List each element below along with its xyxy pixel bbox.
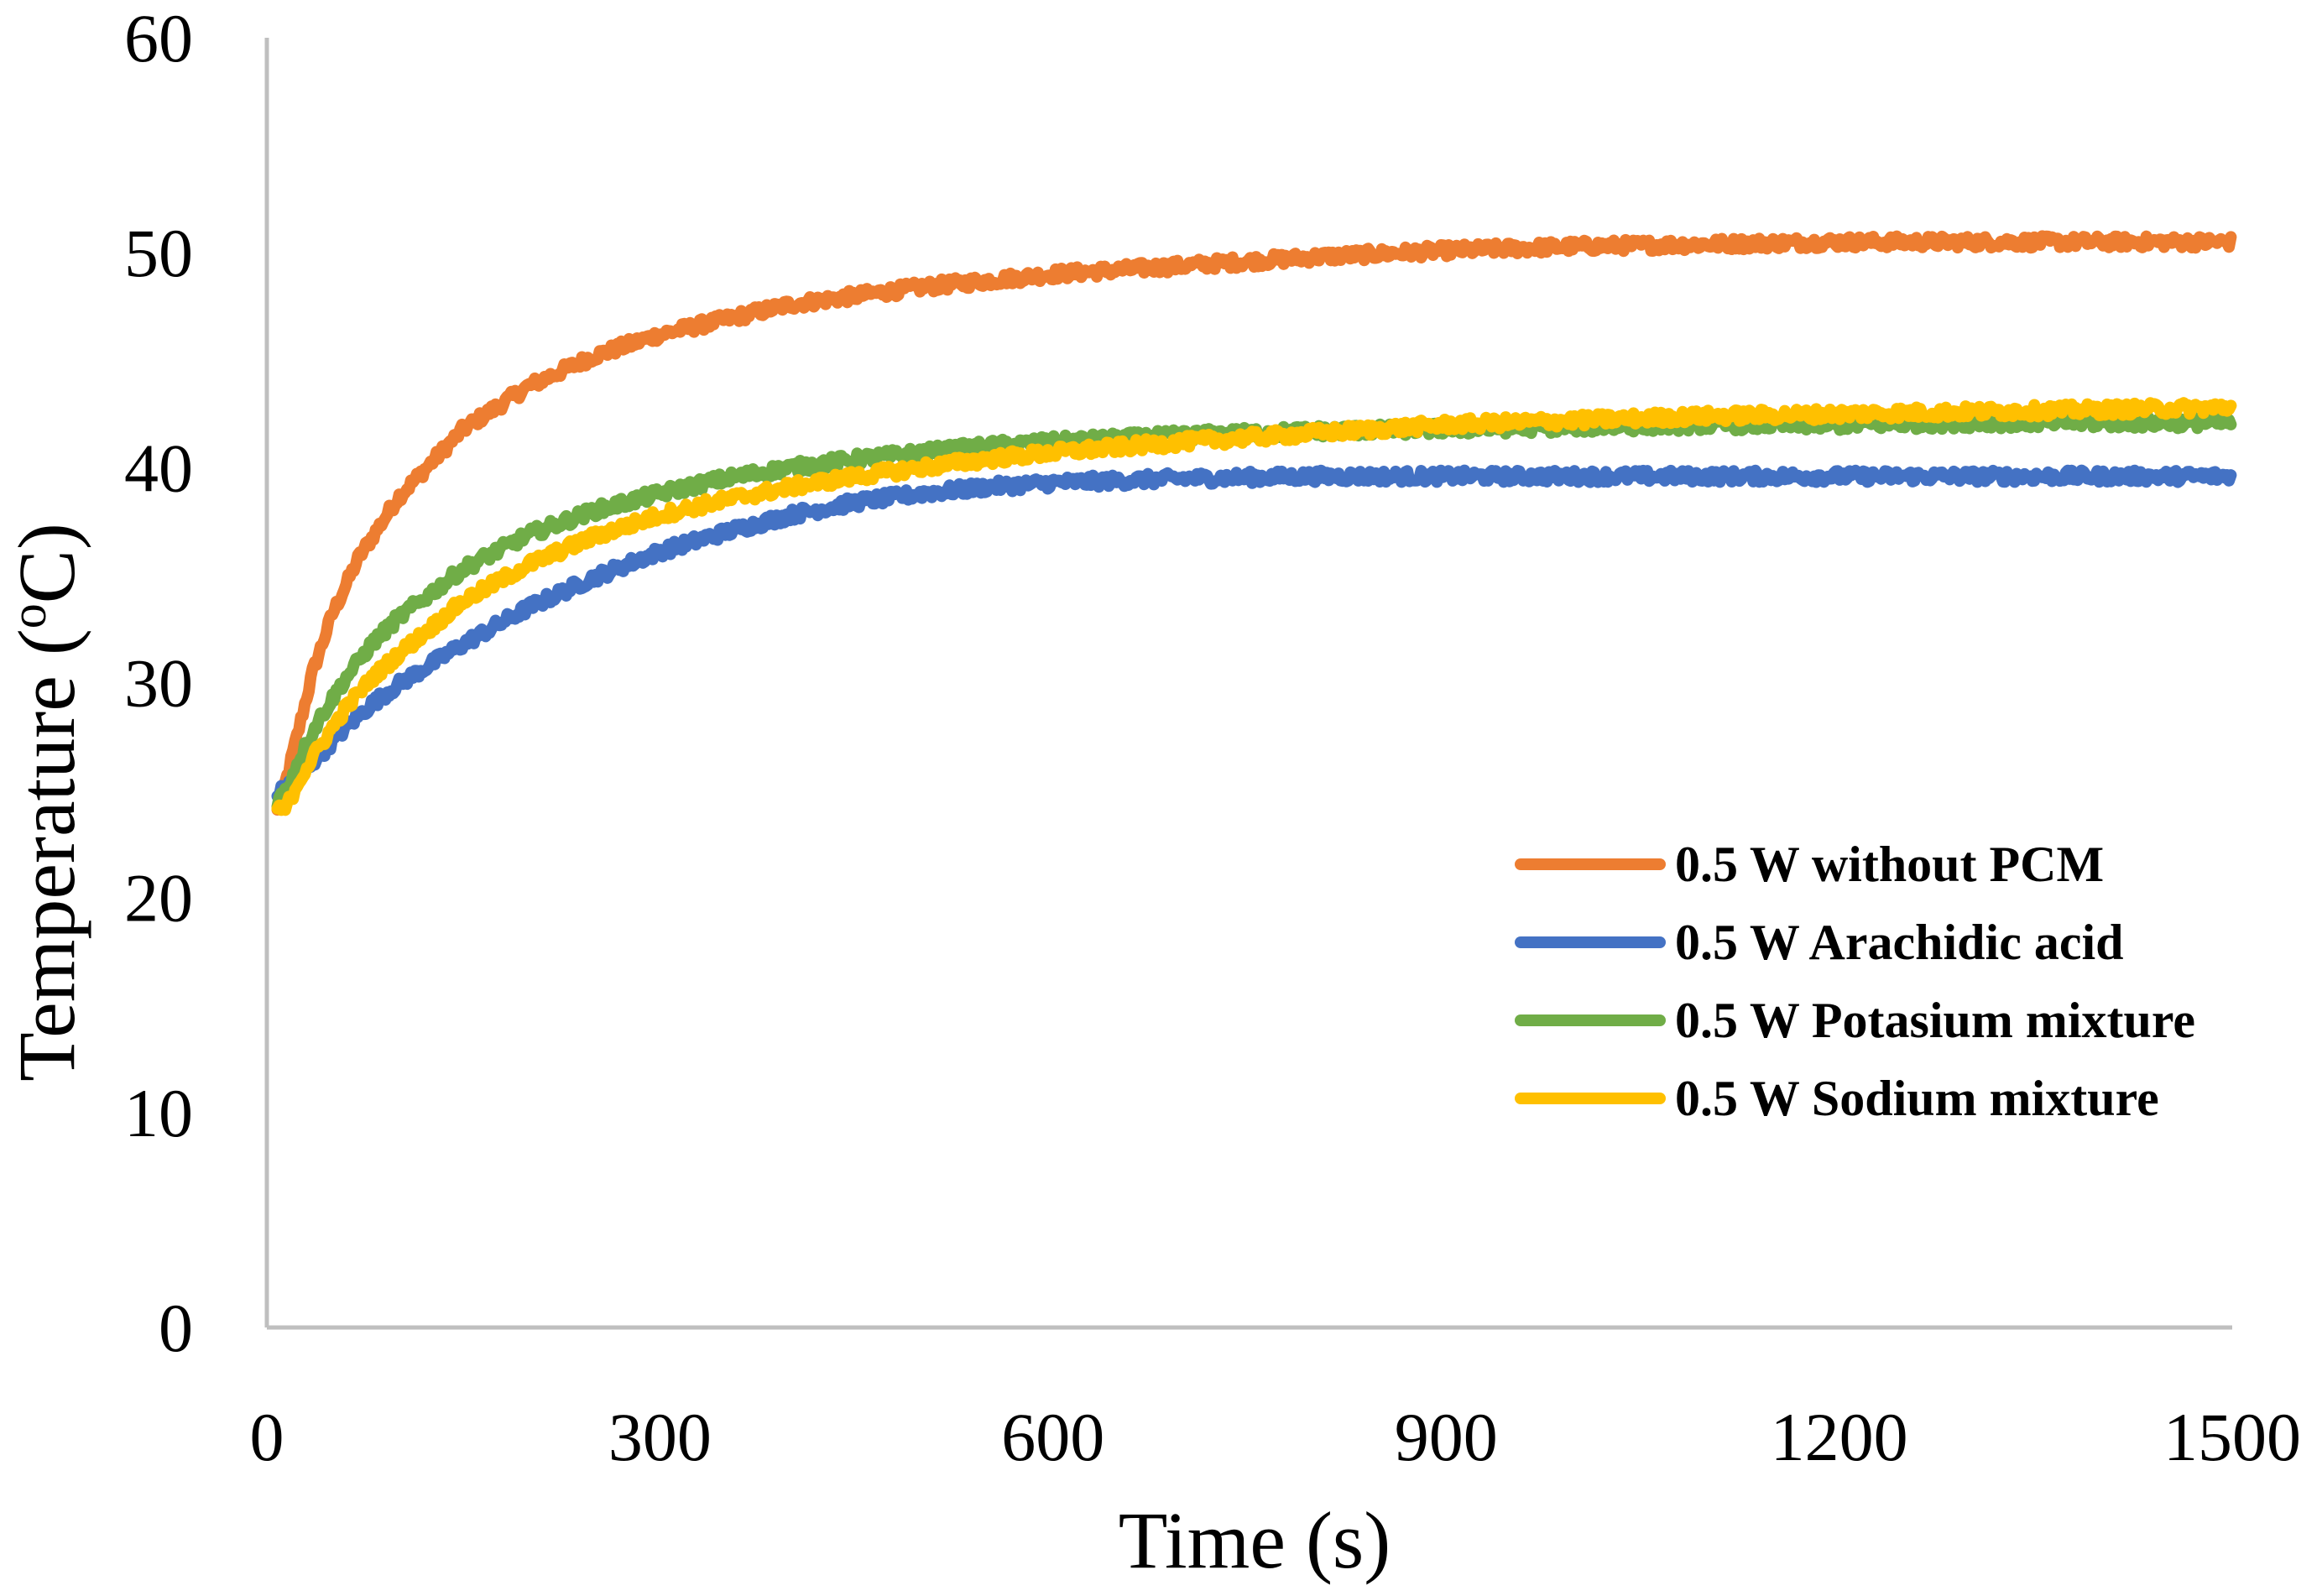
y-tick-label: 60 [124, 0, 193, 76]
series-line [271, 464, 2237, 802]
series-line [271, 230, 2237, 816]
legend-label: 0.5 W without PCM [1675, 837, 2104, 892]
series-layer [271, 230, 2237, 816]
y-axis-title: Temperature (oC) [1, 523, 91, 1082]
y-axis-ticks: 0 10 20 30 40 50 60 [124, 0, 193, 1366]
x-tick-label: 300 [608, 1399, 712, 1475]
x-tick-label: 0 [250, 1399, 284, 1475]
y-tick-label: 0 [159, 1290, 193, 1366]
x-axis-ticks: 0 300 600 900 1200 1500 [250, 1399, 2302, 1475]
y-tick-label: 40 [124, 430, 193, 506]
y-axis-title-tail: C) [2, 523, 91, 603]
legend-label: 0.5 W Sodium mixture [1675, 1071, 2159, 1126]
legend: 0.5 W without PCM 0.5 W Arachidic acid 0.5… [1515, 837, 2195, 1126]
x-tick-label: 600 [1001, 1399, 1104, 1475]
y-axis-title-superscript: o [1, 603, 56, 628]
x-axis-title: Time (s) [1119, 1495, 1391, 1585]
x-tick-label: 1500 [2163, 1399, 2301, 1475]
x-tick-label: 1200 [1771, 1399, 1908, 1475]
legend-label: 0.5 W Arachidic acid [1675, 915, 2124, 970]
y-tick-label: 20 [124, 860, 193, 936]
legend-label: 0.5 W Potasium mixture [1675, 993, 2195, 1048]
x-tick-label: 900 [1395, 1399, 1498, 1475]
y-tick-label: 10 [124, 1075, 193, 1151]
y-axis-title-main: Temperature ( [2, 628, 91, 1082]
y-tick-label: 30 [124, 645, 193, 722]
series-line [271, 397, 2237, 816]
y-tick-label: 50 [124, 215, 193, 291]
